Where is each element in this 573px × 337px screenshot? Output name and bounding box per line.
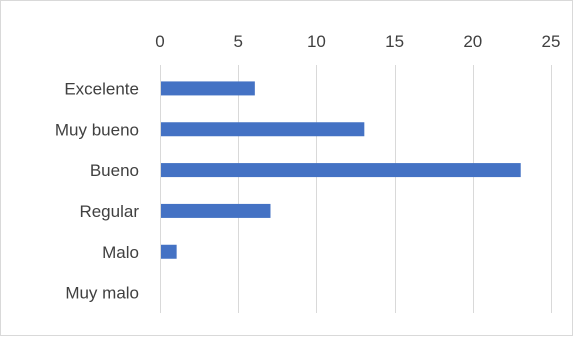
x-tick-label: 15 — [385, 32, 404, 51]
bar-bueno — [161, 163, 521, 178]
category-label: Excelente — [64, 79, 139, 98]
x-tick-label: 5 — [233, 32, 242, 51]
category-label: Regular — [79, 202, 139, 221]
x-tick-label: 0 — [155, 32, 164, 51]
category-labels: Excelente Muy bueno Bueno Regular Malo Muy ma… — [55, 79, 139, 302]
category-label: Muy bueno — [55, 120, 139, 139]
category-label: Muy malo — [65, 284, 139, 303]
bar-excelente — [161, 81, 255, 96]
x-axis-tick-labels: 0 5 10 15 20 25 — [155, 32, 560, 51]
bar-muy-bueno — [161, 122, 365, 137]
bar-regular — [161, 203, 271, 218]
bars — [161, 81, 521, 259]
category-label: Malo — [102, 243, 139, 262]
bar-malo — [161, 244, 177, 259]
category-label: Bueno — [90, 161, 139, 180]
x-tick-label: 10 — [307, 32, 326, 51]
gridlines — [160, 65, 552, 313]
x-tick-label: 20 — [463, 32, 482, 51]
x-tick-label: 25 — [542, 32, 561, 51]
